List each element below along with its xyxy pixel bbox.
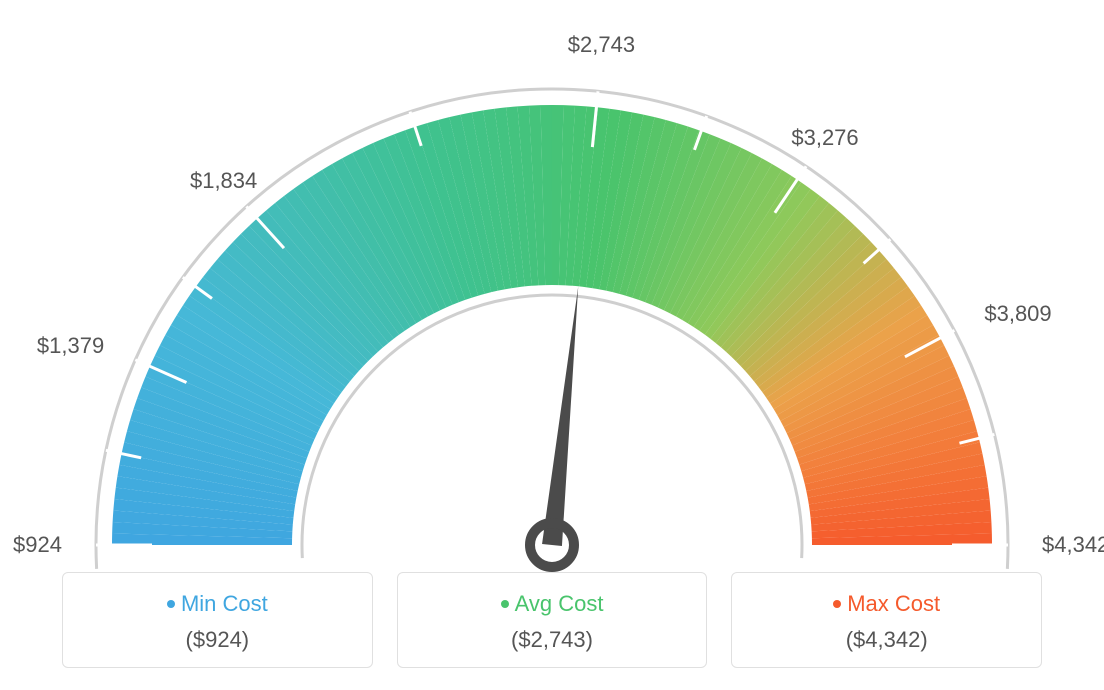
dot-icon xyxy=(167,600,175,608)
legend-label: Max Cost xyxy=(847,591,940,616)
gauge-tick-label: $1,834 xyxy=(190,168,257,194)
dot-icon xyxy=(501,600,509,608)
legend-title-avg: Avg Cost xyxy=(406,591,699,617)
legend-card-max: Max Cost ($4,342) xyxy=(731,572,1042,668)
legend-label: Avg Cost xyxy=(515,591,604,616)
legend-row: Min Cost ($924) Avg Cost ($2,743) Max Co… xyxy=(62,572,1042,668)
legend-value-min: ($924) xyxy=(71,627,364,653)
dot-icon xyxy=(833,600,841,608)
gauge-svg xyxy=(62,25,1042,585)
legend-title-min: Min Cost xyxy=(71,591,364,617)
gauge-tick-label: $924 xyxy=(13,532,62,558)
gauge-tick-label: $1,379 xyxy=(37,333,104,359)
gauge-tick-label: $2,743 xyxy=(568,32,635,58)
gauge-tick-label: $3,809 xyxy=(984,301,1051,327)
legend-value-avg: ($2,743) xyxy=(406,627,699,653)
gauge-tick-label: $3,276 xyxy=(791,125,858,151)
legend-card-avg: Avg Cost ($2,743) xyxy=(397,572,708,668)
legend-title-max: Max Cost xyxy=(740,591,1033,617)
legend-card-min: Min Cost ($924) xyxy=(62,572,373,668)
cost-gauge-chart: $924$1,379$1,834$2,743$3,276$3,809$4,342 xyxy=(62,25,1042,545)
gauge-tick-label: $4,342 xyxy=(1042,532,1104,558)
legend-value-max: ($4,342) xyxy=(740,627,1033,653)
legend-label: Min Cost xyxy=(181,591,268,616)
